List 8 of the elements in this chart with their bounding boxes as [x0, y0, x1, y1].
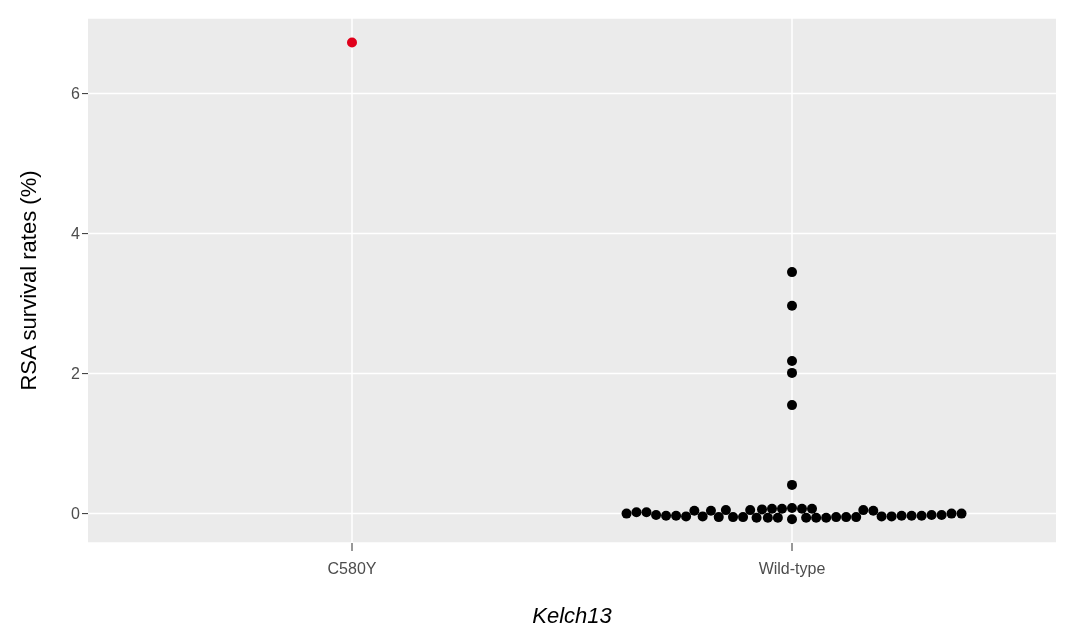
- x-tick-label: Wild-type: [758, 560, 826, 578]
- y-axis-title: RSA survival rates (%): [15, 170, 41, 391]
- y-tick-label: 6: [71, 85, 81, 103]
- x-tick-label: C580Y: [327, 560, 377, 578]
- y-tick-label: 2: [71, 365, 81, 383]
- y-tick-label: 0: [71, 505, 81, 523]
- y-tick-label: 4: [71, 225, 81, 243]
- x-axis-title: Kelch13: [532, 603, 613, 628]
